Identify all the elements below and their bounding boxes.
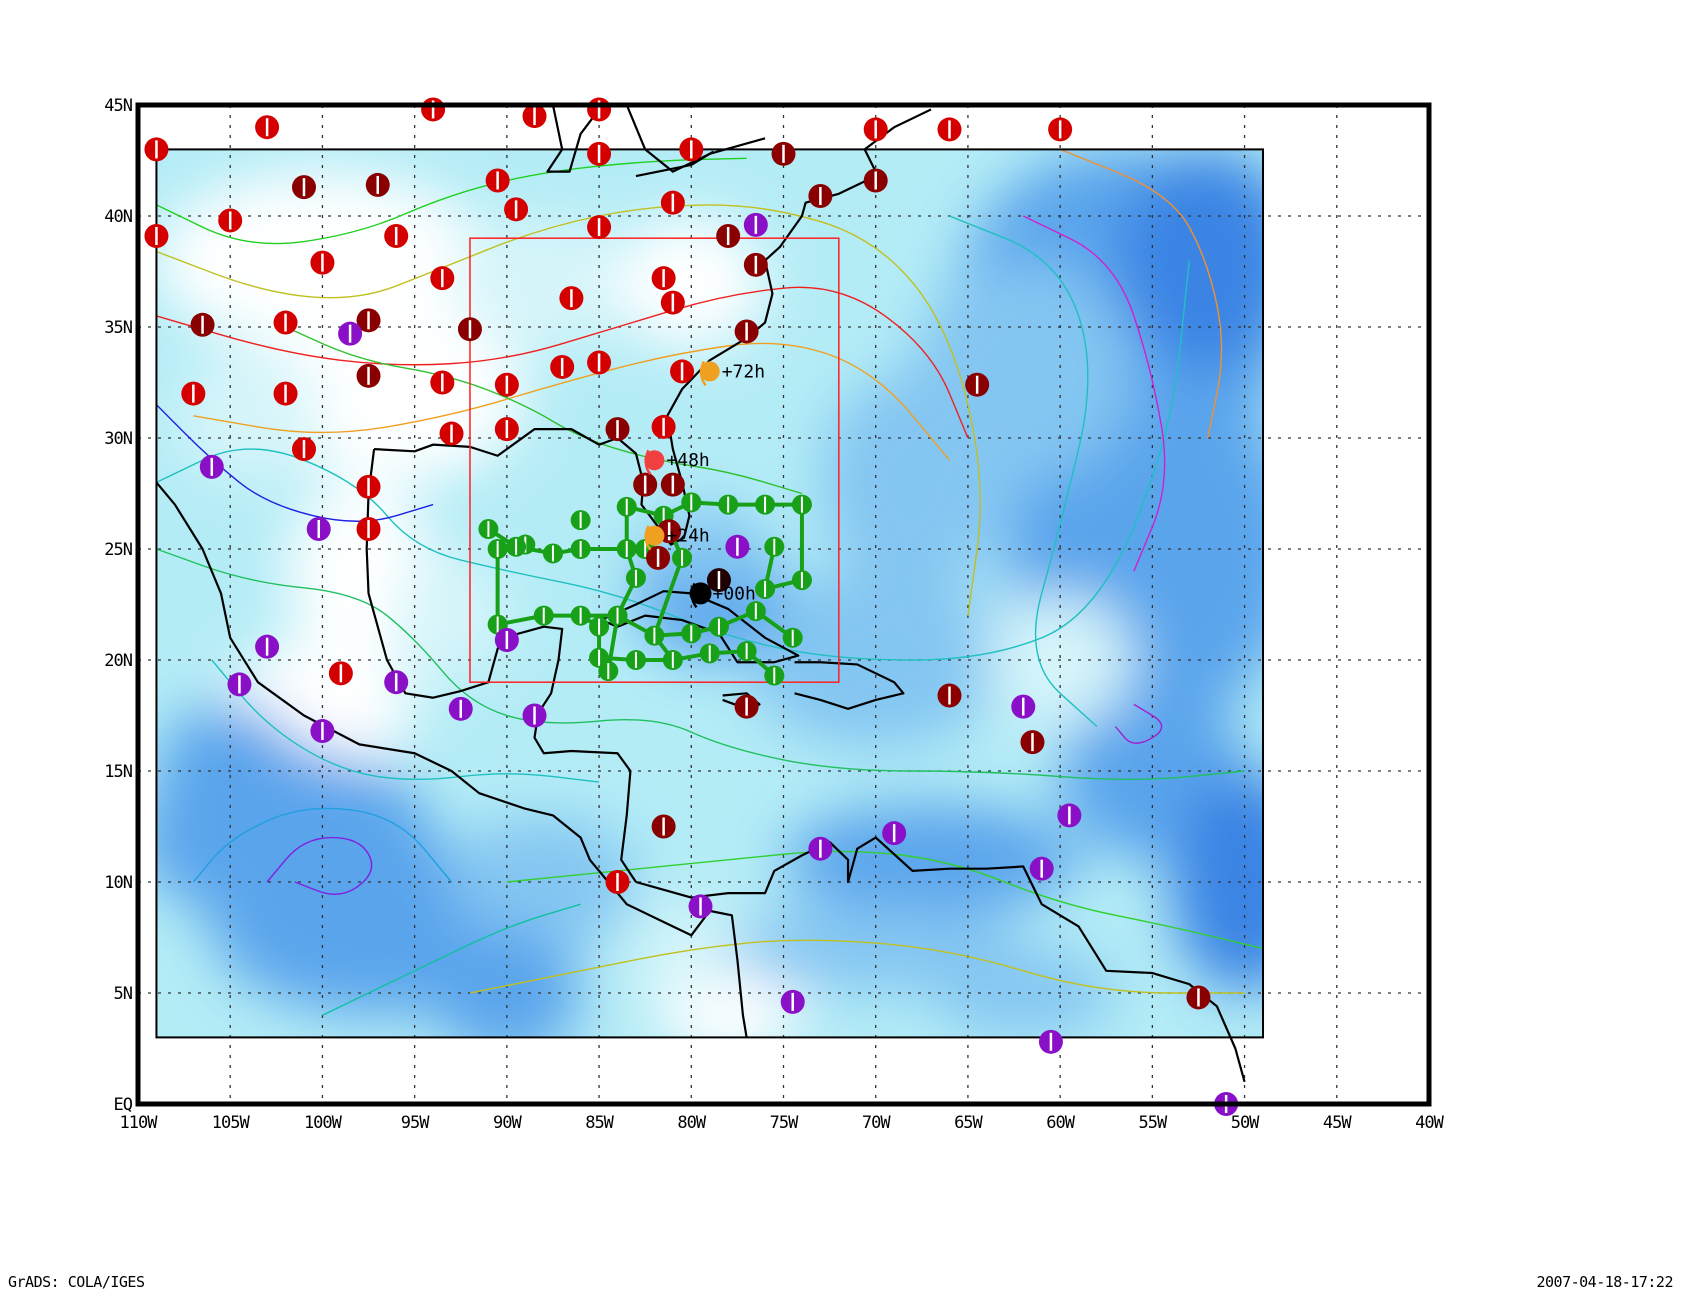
coastline: [635, 836, 1246, 1083]
shade-blob: [396, 549, 507, 683]
shade-blob: [433, 926, 581, 1038]
x-tick-label: 45W: [1323, 1113, 1352, 1133]
shade-blob: [451, 815, 636, 949]
footer-timestamp: 2007-04-18-17:22: [1536, 1273, 1674, 1291]
streamline: [156, 157, 747, 245]
x-tick-label: 40W: [1415, 1113, 1444, 1133]
coastline: [546, 104, 600, 173]
x-tick-label: 70W: [862, 1113, 891, 1133]
forecast-symbol: [690, 582, 698, 609]
x-axis-ticks: 110W 105W 100W 95W 90W 85W 80W 75W 70W 65W 60W 55W 5…: [120, 1113, 1446, 1133]
forecast-label: +24h: [666, 526, 709, 547]
shading-layer: [156, 149, 1264, 1038]
shade-blob: [931, 948, 1116, 1038]
x-tick-label: 75W: [770, 1113, 799, 1133]
shade-blob: [746, 571, 1005, 749]
forecast-point: [644, 450, 665, 471]
x-tick-label: 65W: [954, 1113, 983, 1133]
x-tick-label: 110W: [120, 1113, 159, 1133]
y-tick-label: 10N: [104, 873, 132, 893]
shade-blob: [820, 371, 1005, 594]
forecast-label: +00h: [713, 583, 756, 604]
streamline: [156, 548, 1245, 781]
forecast-point: [644, 525, 665, 546]
y-tick-label: 30N: [104, 429, 132, 449]
data-extent-border: [155, 148, 1265, 1039]
streamline: [285, 326, 803, 495]
streamlines: [156, 149, 1264, 1016]
streamline: [192, 807, 453, 883]
x-tick-label: 85W: [585, 1113, 614, 1133]
footer-credit: GrADS: COLA/IGES: [8, 1273, 145, 1291]
forecast-point: [699, 361, 720, 382]
track-grid: [478, 492, 812, 686]
forecast-point: [689, 582, 712, 605]
track-grid-line: [762, 504, 804, 592]
x-tick-label: 95W: [401, 1113, 430, 1133]
streamline: [1114, 703, 1163, 744]
forecast-symbol: [699, 360, 707, 387]
streamline: [156, 204, 981, 616]
y-tick-label: 5N: [114, 984, 133, 1004]
y-tick-label: 15N: [104, 762, 132, 782]
coastline: [365, 448, 637, 883]
track-grid-line: [495, 549, 794, 640]
streamline: [949, 215, 1098, 728]
streamline: [156, 260, 1190, 661]
y-tick-label: 25N: [104, 540, 132, 560]
coastline: [794, 661, 905, 710]
grid-lines: [138, 105, 1429, 1104]
x-tick-label: 60W: [1046, 1113, 1075, 1133]
y-tick-label: 45N: [104, 96, 132, 116]
focus-box: [469, 237, 840, 683]
forecast-symbol: [644, 449, 652, 475]
forecast-label: +48h: [666, 450, 709, 471]
forecast-track: +00h +24h +48h +72h: [644, 360, 765, 609]
shade-blob: [635, 904, 747, 993]
y-tick-label: EQ: [114, 1095, 133, 1115]
streamline: [322, 903, 581, 1016]
y-tick-label: 20N: [104, 651, 132, 671]
forecast-label: +72h: [722, 361, 765, 382]
streamline: [193, 342, 951, 461]
shade-blob: [1170, 771, 1264, 993]
plot-frame: [135, 102, 1432, 1107]
shade-blob: [451, 216, 636, 350]
streamline: [266, 836, 373, 895]
streamline: [156, 404, 434, 522]
x-tick-label: 100W: [304, 1113, 343, 1133]
x-tick-label: 90W: [493, 1113, 522, 1133]
coastline: [155, 481, 748, 1038]
y-axis-ticks: EQ 5N 10N 15N 20N 25N 30N 35N 40N 45N: [104, 96, 133, 1115]
streamline: [469, 939, 1245, 994]
y-tick-label: 35N: [104, 318, 132, 338]
streamline: [1022, 215, 1166, 572]
coastline: [635, 150, 714, 178]
y-tick-label: 40N: [104, 207, 132, 227]
streamline: [156, 286, 969, 439]
forecast-symbol: [644, 525, 652, 551]
x-tick-label: 55W: [1138, 1113, 1167, 1133]
streamline: [1059, 149, 1223, 439]
x-tick-label: 50W: [1231, 1113, 1260, 1133]
x-tick-label: 105W: [212, 1113, 251, 1133]
x-tick-label: 80W: [677, 1113, 706, 1133]
